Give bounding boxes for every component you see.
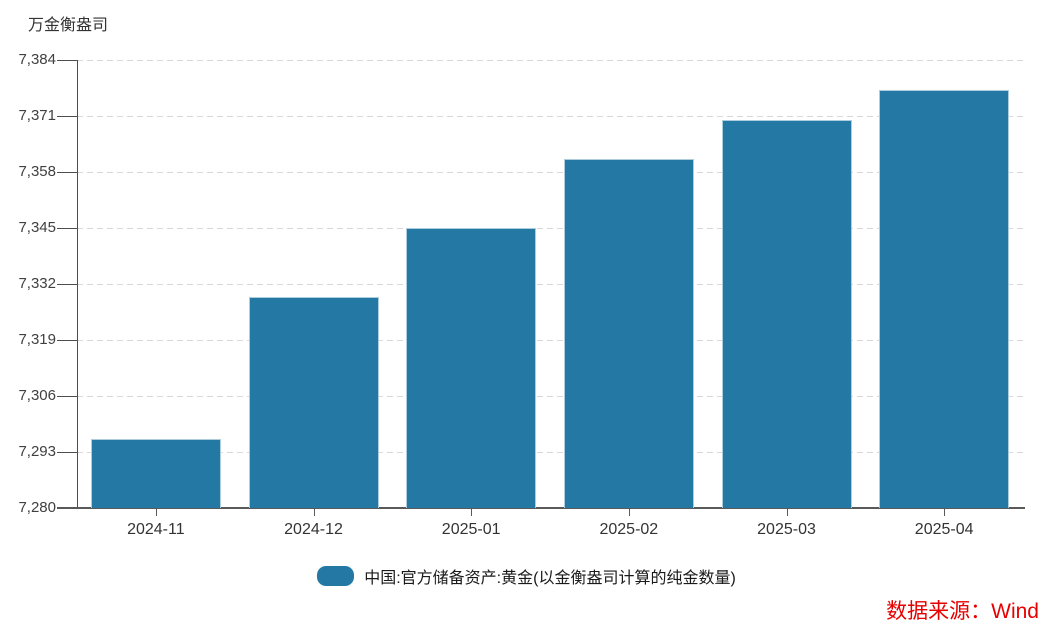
x-tick-label: 2024-12 [284,521,343,538]
y-axis-tick [57,451,77,453]
x-axis-tick [313,509,315,516]
y-axis-tick [57,395,77,397]
y-axis-line [77,60,78,508]
legend-swatch [317,566,355,586]
y-tick-label: 7,371 [18,107,56,124]
legend: 中国:官方储备资产:黄金(以金衡盎司计算的纯金数量) [0,564,1053,588]
gridline [77,115,1023,117]
bar-2024-11 [90,439,221,508]
y-tick-label: 7,293 [18,443,56,460]
y-tick-label: 7,306 [18,387,56,404]
y-axis-tick [57,227,77,229]
bar-2025-01 [406,228,537,508]
x-axis-line [57,507,1025,509]
x-tick-label: 2025-01 [441,521,501,538]
x-tick-label: 2025-02 [599,521,659,538]
bar-2025-04 [879,90,1010,508]
x-axis-tick [471,509,473,516]
y-tick-label: 7,384 [18,51,56,68]
gridline [77,59,1023,61]
gridline [77,395,1023,397]
x-tick-label: 2025-04 [914,521,974,538]
gridline [77,227,1023,229]
bar-2025-02 [563,159,694,508]
x-axis-tick [944,509,946,516]
y-tick-label: 7,332 [18,275,56,292]
y-tick-label: 7,358 [18,163,56,180]
y-axis-tick [57,339,77,341]
x-tick-label: 2024-11 [127,521,185,538]
gridline [77,339,1023,341]
x-axis-tick [786,509,788,516]
x-axis-tick [155,509,157,516]
y-tick-label: 7,345 [18,219,56,236]
gridline [77,171,1023,173]
x-tick-label: 2025-03 [757,521,816,538]
y-axis-tick [57,171,77,173]
data-source-label: 数据来源：Wind [886,600,1039,623]
x-axis-tick [628,509,630,516]
y-tick-label: 7,280 [18,499,56,516]
y-axis-tick [57,59,77,61]
y-tick-label: 7,319 [18,331,56,348]
bar-2024-12 [248,296,379,508]
bar-2025-03 [721,120,852,508]
y-axis-tick [57,283,77,285]
y-axis-tick [57,115,77,117]
y-axis-unit-label: 万金衡盎司 [28,17,109,34]
gridline [77,283,1023,285]
legend-label: 中国:官方储备资产:黄金(以金衡盎司计算的纯金数量) [364,570,736,587]
gridline [77,451,1023,453]
